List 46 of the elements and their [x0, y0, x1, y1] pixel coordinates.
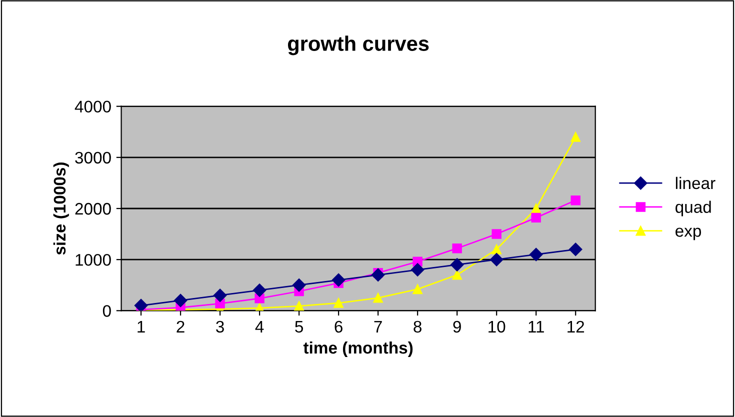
legend-label: quad [676, 200, 711, 216]
point [530, 248, 543, 262]
point [174, 294, 188, 308]
point [531, 204, 541, 214]
y-tick-label: 1000 [76, 254, 111, 266]
y-tick-label: 0 [102, 305, 111, 317]
y-tick-label: 3000 [75, 152, 111, 164]
x-tick-label: 7 [374, 321, 382, 332]
y-tick-label: 4000 [74, 100, 111, 113]
x-tick-label: 8 [414, 320, 422, 333]
point [252, 284, 266, 297]
point [570, 195, 580, 206]
x-tick-label: 1 [138, 321, 145, 332]
point [452, 270, 462, 280]
x-tick-label: 11 [528, 321, 544, 332]
point [410, 263, 424, 276]
x-tick-label: 2 [176, 320, 184, 332]
point [490, 252, 504, 266]
point [412, 284, 422, 294]
x-tick-label: 3 [216, 320, 224, 333]
point [332, 273, 346, 287]
point [492, 244, 502, 254]
x-tick-label: 9 [453, 320, 461, 333]
point [492, 229, 502, 239]
point [292, 278, 306, 292]
chart-title: growth curves [288, 36, 429, 56]
y-axis-title: size (1000s) [53, 162, 69, 255]
legend-label: exp [676, 228, 702, 240]
point [371, 268, 385, 282]
point [531, 212, 541, 223]
point [569, 242, 582, 256]
point [294, 301, 304, 311]
x-tick-label: 4 [255, 321, 264, 332]
point [213, 288, 227, 302]
point [334, 298, 344, 308]
x-tick-label: 10 [488, 320, 506, 333]
x-tick-label: 12 [568, 320, 584, 332]
point [452, 243, 462, 254]
y-tick-label: 2000 [75, 202, 111, 215]
point [450, 258, 464, 272]
point [373, 293, 383, 303]
point [570, 132, 580, 142]
x-axis-title: time (months) [303, 341, 413, 358]
x-tick-label: 6 [334, 320, 342, 333]
legend-label: linear [676, 176, 716, 190]
x-tick-label: 5 [295, 321, 303, 333]
